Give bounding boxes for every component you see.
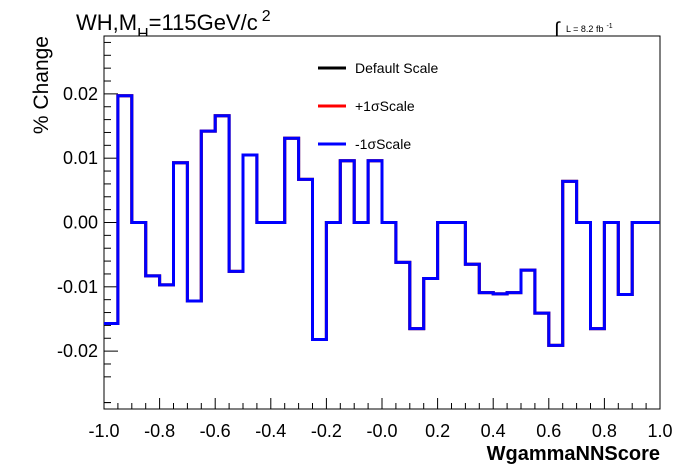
- x-tick-label: -0.6: [200, 421, 231, 441]
- y-axis-label: % Change: [30, 36, 53, 134]
- lumi-superscript: -1: [606, 23, 612, 30]
- x-tick-label: -1.0: [88, 421, 119, 441]
- x-tick-label: -0.4: [255, 421, 286, 441]
- legend-label: Default Scale: [355, 60, 438, 76]
- x-tick-label: -0.0: [366, 421, 397, 441]
- series-lines: [104, 94, 660, 347]
- legend-label: -1σScale: [355, 136, 411, 152]
- y-tick-label: -0.01: [57, 277, 98, 297]
- x-tick-label: 1.0: [647, 421, 672, 441]
- y-tick-label: 0.02: [63, 84, 98, 104]
- title-main: WH,M: [76, 10, 137, 35]
- lumi-integral-symbol: ∫: [553, 19, 561, 41]
- legend-label: +1σScale: [355, 98, 415, 114]
- x-tick-label: -0.8: [144, 421, 175, 441]
- title-subscript: H: [137, 26, 149, 43]
- lumi-annotation: L = 8.2 fb -1: [566, 23, 613, 34]
- x-tick-label: 0.4: [481, 421, 506, 441]
- x-tick-label: 0.6: [536, 421, 561, 441]
- y-tick-label: 0.01: [63, 148, 98, 168]
- x-tick-label: -0.2: [311, 421, 342, 441]
- x-axis-ticks: -1.0 -0.8 -0.6 -0.4 -0.2 -0.0 0.2 0.4 0.6 0.8 1.0: [88, 398, 673, 441]
- y-axis-ticks: -0.02 -0.01 0.00 0.01 0.02: [57, 41, 118, 404]
- x-tick-label: 0.2: [425, 421, 450, 441]
- series-line-2: [104, 94, 660, 347]
- title-tail: =115GeV/c: [149, 10, 258, 35]
- x-axis-label: WgammaNNScore: [487, 443, 660, 465]
- y-tick-label: -0.02: [57, 341, 98, 361]
- chart-title: WH,MH=115GeV/c 2: [76, 8, 271, 43]
- lumi-text: L = 8.2 fb: [566, 24, 603, 34]
- title-superscript: 2: [262, 8, 271, 25]
- legend: Default Scale +1σScale -1σScale: [318, 60, 438, 152]
- x-tick-label: 0.8: [592, 421, 617, 441]
- y-tick-label: 0.00: [63, 213, 98, 233]
